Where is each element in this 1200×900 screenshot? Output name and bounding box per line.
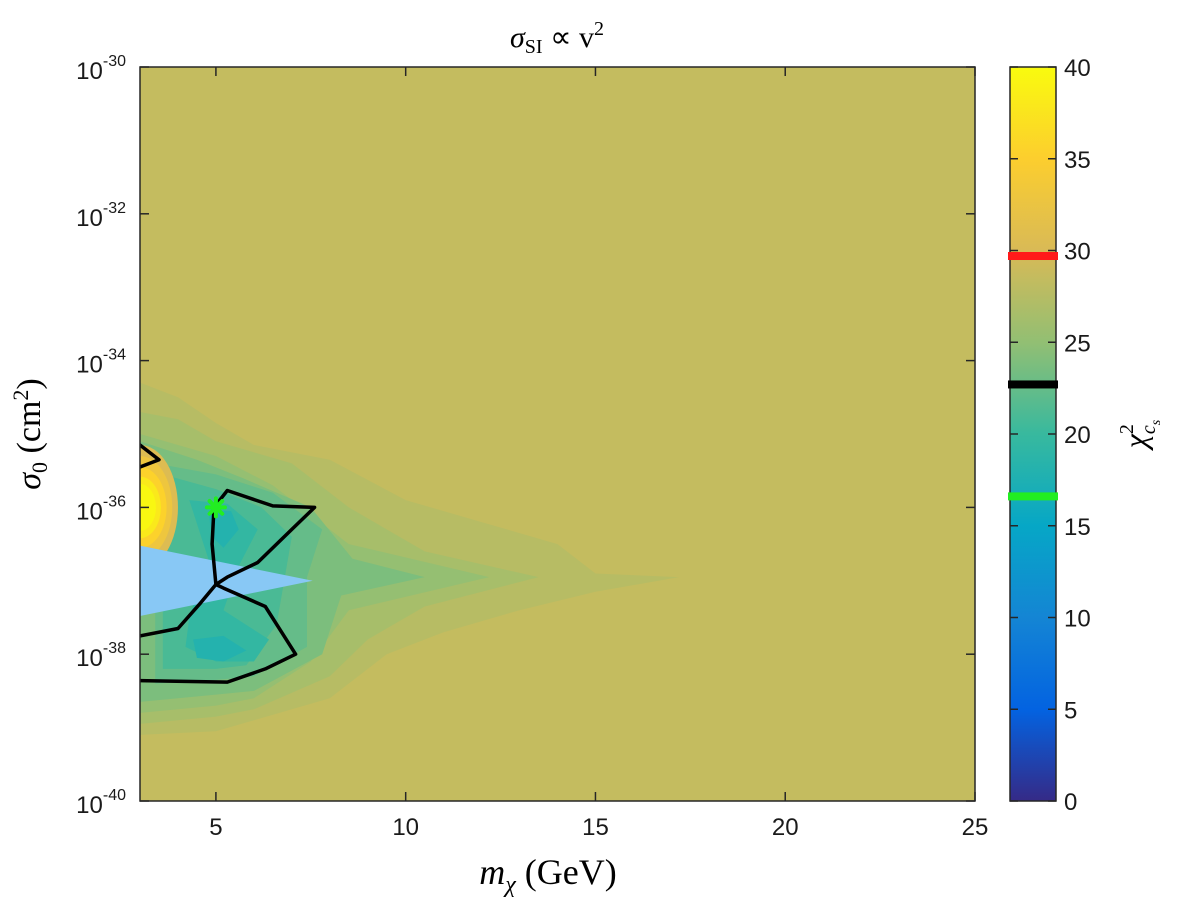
colorbar-label: χ2cs — [1116, 419, 1164, 451]
colorbar-tick-label: 35 — [1064, 147, 1091, 174]
plot-area: 5 10 15 20 25 10-30 10-32 10-34 10-36 10-38 10-40 — [76, 53, 988, 841]
colorbar-threshold-marker — [1008, 492, 1058, 501]
confidence-contour-line — [140, 582, 218, 638]
colorbar-tick-label: 25 — [1064, 330, 1091, 357]
x-tick-label: 10 — [392, 814, 419, 841]
colorbar-threshold-marker — [1008, 380, 1058, 389]
x-tick-label: 25 — [962, 814, 989, 841]
excluded-region — [140, 545, 313, 616]
x-axis-label: mχ (GeV) — [479, 852, 617, 898]
colorbar-tick-label: 10 — [1064, 606, 1091, 633]
confidence-contour-line — [210, 488, 317, 587]
colorbar-tick-label: 0 — [1064, 789, 1077, 816]
colorbar: 0 5 10 15 20 25 30 35 40 — [1008, 55, 1091, 816]
y-tick-label: 10-30 — [76, 53, 126, 85]
x-tick-label: 5 — [209, 814, 222, 841]
y-axis-label: σ0 (cm2) — [8, 378, 52, 489]
colorbar-tick-label: 30 — [1064, 239, 1091, 266]
plot-frame — [139, 66, 976, 802]
y-tick-label: 10-36 — [76, 493, 126, 525]
colorbar-tick-label: 20 — [1064, 422, 1091, 449]
x-tick-label: 15 — [582, 814, 609, 841]
confidence-contour-line — [140, 443, 161, 469]
best-fit-marker — [204, 496, 227, 519]
contour-level-region — [208, 511, 239, 548]
colorbar-tick-label: 15 — [1064, 514, 1091, 541]
chart-title: σSI ∝ v2 — [510, 18, 604, 58]
x-axis: 5 10 15 20 25 — [209, 67, 988, 841]
y-tick-label: 10-32 — [76, 200, 126, 232]
colorbar-tick-label: 40 — [1064, 55, 1091, 82]
y-tick-label: 10-34 — [76, 347, 126, 379]
x-tick-label: 20 — [772, 814, 799, 841]
confidence-contour-line — [140, 582, 298, 684]
y-tick-label: 10-40 — [76, 787, 126, 819]
y-axis: 10-30 10-32 10-34 10-36 10-38 10-40 — [76, 53, 975, 819]
y-tick-label: 10-38 — [76, 640, 126, 672]
colorbar-tick-label: 5 — [1064, 697, 1077, 724]
contour-level-region — [193, 635, 247, 662]
colorbar-threshold-marker — [1008, 252, 1058, 261]
